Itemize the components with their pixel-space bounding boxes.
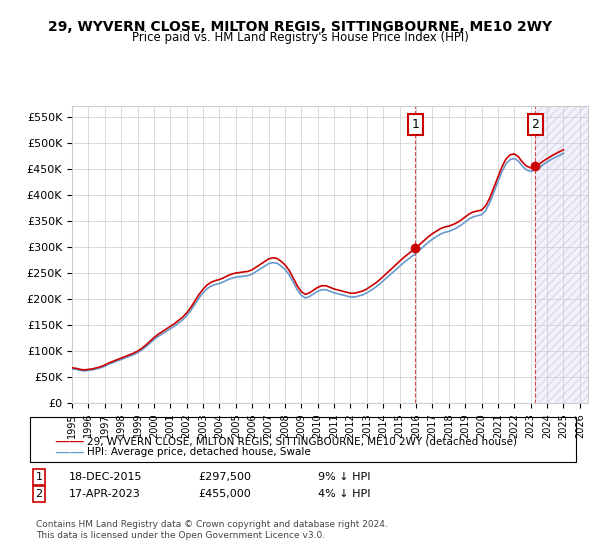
Text: 29, WYVERN CLOSE, MILTON REGIS, SITTINGBOURNE, ME10 2WY (detached house): 29, WYVERN CLOSE, MILTON REGIS, SITTINGB… [87, 436, 517, 446]
Bar [535, 106, 588, 403]
Text: 4% ↓ HPI: 4% ↓ HPI [318, 489, 371, 499]
Text: £297,500: £297,500 [198, 472, 251, 482]
Text: Contains HM Land Registry data © Crown copyright and database right 2024.: Contains HM Land Registry data © Crown c… [36, 520, 388, 529]
Text: 2: 2 [35, 489, 43, 499]
Text: 29, WYVERN CLOSE, MILTON REGIS, SITTINGBOURNE, ME10 2WY: 29, WYVERN CLOSE, MILTON REGIS, SITTINGB… [48, 20, 552, 34]
Text: ——: —— [54, 445, 85, 460]
Text: 9% ↓ HPI: 9% ↓ HPI [318, 472, 371, 482]
Text: Price paid vs. HM Land Registry's House Price Index (HPI): Price paid vs. HM Land Registry's House … [131, 31, 469, 44]
Text: ——: —— [54, 434, 85, 449]
Text: 18-DEC-2015: 18-DEC-2015 [69, 472, 143, 482]
Text: £455,000: £455,000 [198, 489, 251, 499]
Text: 17-APR-2023: 17-APR-2023 [69, 489, 141, 499]
Text: HPI: Average price, detached house, Swale: HPI: Average price, detached house, Swal… [87, 447, 311, 458]
Text: 2: 2 [532, 118, 539, 131]
Bar [535, 106, 588, 403]
Text: 1: 1 [412, 118, 419, 131]
Text: 1: 1 [35, 472, 43, 482]
Text: This data is licensed under the Open Government Licence v3.0.: This data is licensed under the Open Gov… [36, 531, 325, 540]
